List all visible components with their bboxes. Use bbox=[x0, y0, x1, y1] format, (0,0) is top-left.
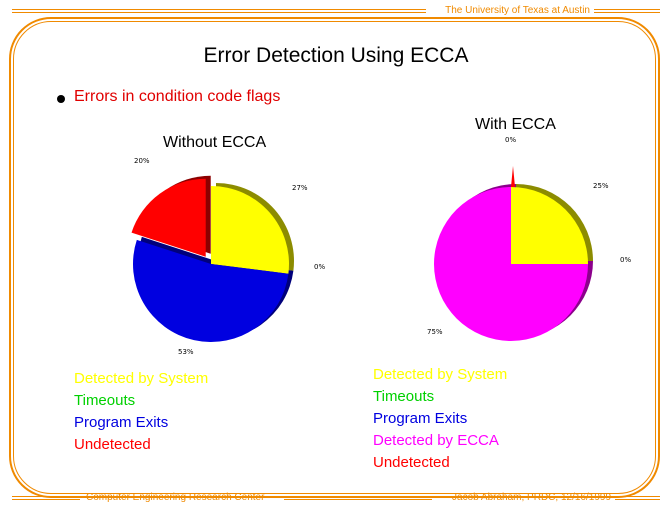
bullet-icon bbox=[57, 95, 65, 103]
pie-0-label-detected-by-system: 27% bbox=[292, 184, 308, 192]
chart-title-without-ecca: Without ECCA bbox=[163, 134, 267, 151]
pie-1-label-undetected: 0% bbox=[505, 136, 516, 144]
footer-center-label: Computer Engineering Research Center bbox=[86, 492, 265, 503]
slide-frame-inner bbox=[13, 21, 656, 494]
legend-item-undetected: Undetected bbox=[74, 436, 151, 453]
chart-title-with-ecca: With ECCA bbox=[475, 116, 556, 133]
legend-item-timeouts: Timeouts bbox=[74, 392, 136, 409]
slide-title: Error Detection Using ECCA bbox=[203, 44, 469, 67]
bullet-text: Errors in condition code flags bbox=[74, 88, 281, 105]
pie-1-slice-detected-by-ecca bbox=[434, 187, 588, 341]
pie-1-label-detected-by-ecca: 75% bbox=[427, 328, 443, 336]
pie-0-slice-undetected bbox=[131, 178, 206, 257]
pie-0-label-timeouts: 0% bbox=[314, 263, 325, 271]
slide-frame bbox=[9, 17, 660, 498]
pie-1-label-timeouts: 0% bbox=[620, 256, 631, 264]
legend-item-detected-by-system: Detected by System bbox=[74, 370, 209, 387]
legend-item-undetected: Undetected bbox=[373, 454, 450, 471]
legend-item-detected-by-ecca: Detected by ECCA bbox=[373, 432, 499, 449]
footer-rule-left bbox=[12, 496, 80, 500]
pie-0-slice-detected-by-system bbox=[211, 186, 289, 274]
pie-0-slice-program-exits bbox=[133, 239, 289, 342]
legend-item-detected-by-system: Detected by System bbox=[373, 366, 508, 383]
header-rule-left bbox=[12, 9, 426, 13]
legend-item-timeouts: Timeouts bbox=[373, 388, 435, 405]
pie-0-label-undetected: 20% bbox=[134, 157, 150, 165]
pie-1-slice-detected-by-system bbox=[511, 187, 588, 264]
legend-with-ecca: Detected by System Timeouts Program Exit… bbox=[373, 364, 507, 474]
pie-0-label-program-exits: 53% bbox=[178, 348, 194, 356]
footer-author-label: Jacob Abraham, PRDC, 12/16/1999 bbox=[452, 492, 611, 503]
pie-1-slice-undetected bbox=[511, 166, 515, 187]
university-label: The University of Texas at Austin bbox=[445, 5, 590, 16]
legend-item-program-exits: Program Exits bbox=[373, 410, 468, 427]
legend-without-ecca: Detected by System Timeouts Program Exit… bbox=[74, 368, 208, 456]
footer-rule-middle bbox=[284, 496, 432, 500]
footer-rule-right bbox=[615, 496, 660, 500]
header-rule-right bbox=[594, 9, 660, 13]
pie-1-label-detected-by-system: 25% bbox=[593, 182, 609, 190]
legend-item-program-exits: Program Exits bbox=[74, 414, 169, 431]
